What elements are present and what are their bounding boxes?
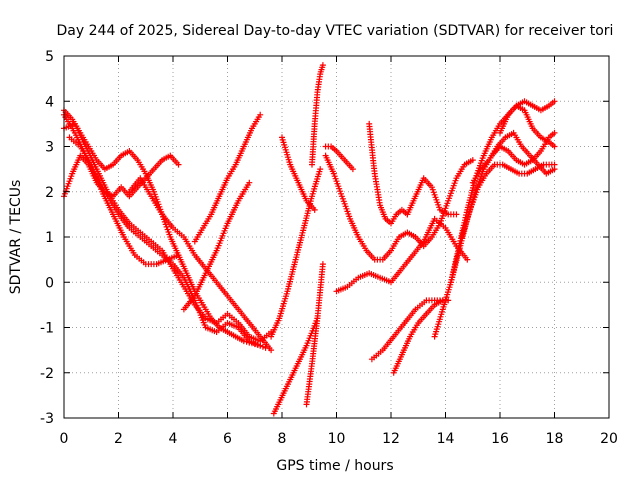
y-tick-label: 0 xyxy=(45,275,54,291)
x-tick-label: 6 xyxy=(223,431,232,447)
plus-markers xyxy=(404,175,460,218)
y-tick-label: -1 xyxy=(40,321,54,337)
y-tick-label: 3 xyxy=(45,140,54,156)
plus-markers xyxy=(66,134,182,268)
series-trace-e xyxy=(66,134,182,268)
plus-markers xyxy=(322,143,356,173)
y-tick-label: 5 xyxy=(45,49,54,65)
y-tick-label: -2 xyxy=(40,366,54,382)
series-trace-b xyxy=(61,152,182,200)
y-tick-label: 2 xyxy=(45,185,54,201)
axis-ticks xyxy=(63,55,610,419)
chart-title: Day 244 of 2025, Sidereal Day-to-day VTE… xyxy=(57,23,614,39)
plus-markers xyxy=(458,161,558,240)
x-tick-label: 12 xyxy=(382,431,400,447)
x-tick-labels: 0 2 4 6 8 10 12 14 16 18 20 xyxy=(60,431,618,447)
plus-markers xyxy=(279,134,318,213)
series-trace-g xyxy=(191,111,264,245)
plus-markers xyxy=(368,297,452,363)
plus-markers xyxy=(61,152,182,200)
series-trace-n xyxy=(322,143,356,173)
plus-markers xyxy=(469,129,558,186)
x-tick-label: 14 xyxy=(437,431,455,447)
series-trace-w xyxy=(458,161,558,240)
series-trace-x xyxy=(469,129,558,186)
plus-markers xyxy=(366,120,411,227)
series-trace-m xyxy=(309,62,326,168)
plus-markers xyxy=(303,261,326,408)
series-trace-a xyxy=(61,107,269,351)
x-tick-label: 20 xyxy=(600,431,618,447)
x-tick-label: 0 xyxy=(60,431,69,447)
plus-markers xyxy=(191,111,264,245)
series-trace-y xyxy=(497,102,558,150)
y-tick-label: 1 xyxy=(45,230,54,246)
y-tick-label: 4 xyxy=(45,94,54,110)
series-trace-q xyxy=(366,120,411,227)
x-tick-label: 10 xyxy=(328,431,346,447)
data-series xyxy=(61,62,558,417)
x-tick-label: 18 xyxy=(546,431,564,447)
series-trace-r xyxy=(368,297,452,363)
plus-markers xyxy=(309,62,326,168)
x-tick-label: 4 xyxy=(169,431,178,447)
series-trace-l xyxy=(303,261,326,408)
x-tick-label: 16 xyxy=(491,431,509,447)
plus-markers xyxy=(61,111,264,349)
series-trace-s xyxy=(390,297,446,376)
plus-markers xyxy=(390,297,446,376)
series-trace-t xyxy=(404,175,460,218)
y-axis-label: SDTVAR / TECUs xyxy=(8,180,24,295)
y-tick-labels: -3 -2 -1 0 1 2 3 4 5 xyxy=(40,49,54,427)
series-trace-o xyxy=(322,152,476,263)
series-trace-p xyxy=(333,215,471,295)
x-tick-label: 8 xyxy=(278,431,287,447)
y-tick-label: -3 xyxy=(40,411,54,427)
plus-markers xyxy=(333,215,471,295)
plus-markers xyxy=(61,107,269,351)
series-trace-h xyxy=(180,179,253,313)
x-tick-label: 2 xyxy=(114,431,123,447)
series-trace-k xyxy=(279,134,318,213)
series-trace-d xyxy=(61,111,264,349)
x-axis-label: GPS time / hours xyxy=(276,458,393,474)
plus-markers xyxy=(322,152,476,263)
plus-markers xyxy=(497,102,558,150)
plus-markers xyxy=(180,179,253,313)
